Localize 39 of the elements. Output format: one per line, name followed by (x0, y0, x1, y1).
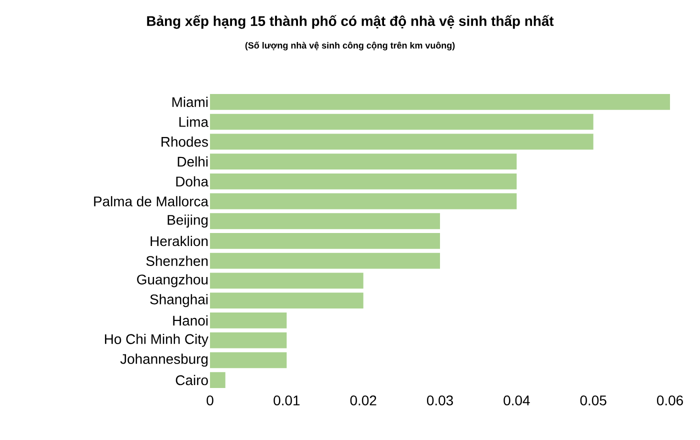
bar (210, 94, 670, 110)
y-tick-label: Shanghai (150, 294, 208, 308)
x-tick-label: 0.05 (580, 396, 606, 406)
x-tick-label: 0.04 (504, 396, 530, 406)
bar (210, 193, 517, 210)
y-tick-label: Miami (172, 96, 208, 108)
x-tick-label: 0.02 (350, 396, 376, 406)
bar (210, 134, 594, 150)
y-tick-label: Beijing (168, 214, 208, 228)
bar (210, 272, 364, 289)
chart-title: Bảng xếp hạng 15 thành phố có mật độ nhà vệ sinh thấp nhất (147, 15, 554, 29)
y-tick-label: Delhi (178, 156, 208, 167)
y-tick-label: Palma de Mallorca (94, 196, 208, 206)
bar (210, 154, 517, 170)
bar (210, 352, 287, 368)
y-tick-label: Hanoi (173, 315, 208, 326)
y-tick-label: Cairo (176, 374, 208, 386)
y-tick-label: Heraklion (150, 236, 208, 246)
x-tick-label: 0.01 (274, 396, 300, 406)
bar (210, 292, 364, 309)
x-tick-label: 0 (206, 396, 214, 406)
chart-subtitle: (Số lượng nhà vệ sinh công cộng trên km vuông) (245, 42, 455, 50)
y-tick-label: Rhodes (162, 136, 208, 147)
bar (210, 252, 440, 269)
bar (210, 332, 287, 348)
bar (210, 312, 287, 328)
bar (210, 213, 440, 230)
bar (210, 173, 517, 190)
y-tick-label: Lima (179, 116, 208, 127)
y-tick-label: Ho Chi Minh City (104, 334, 208, 347)
y-tick-label: Guangzhou (137, 274, 208, 288)
bar (210, 233, 440, 249)
x-tick-label: 0.03 (426, 396, 453, 406)
y-tick-label: Doha (176, 176, 208, 187)
bar (210, 114, 594, 130)
y-tick-label: Shenzhen (146, 256, 208, 266)
y-tick-label: Johannesburg (120, 354, 208, 367)
bar (210, 372, 226, 388)
x-tick-label: 0.06 (656, 396, 683, 406)
